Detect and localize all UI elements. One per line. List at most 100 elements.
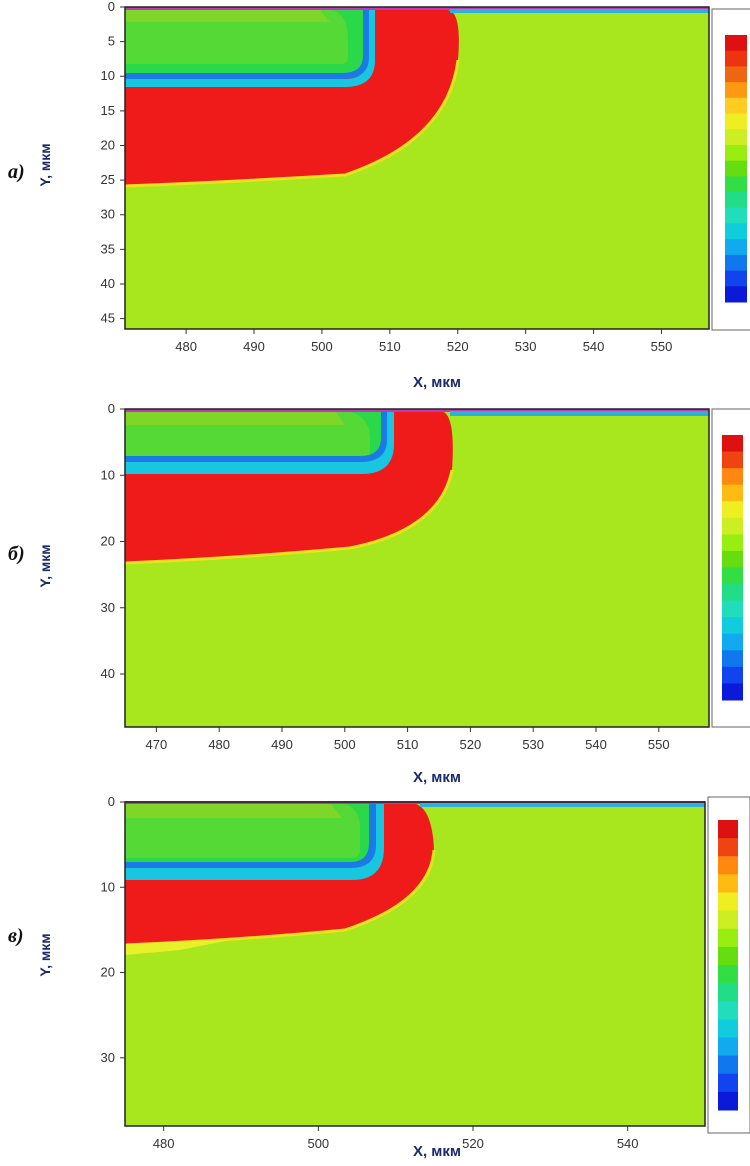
panel-a: а) Y, мкм X, мкм 480 490 500 510 520 530 540 55… xyxy=(8,0,750,391)
legend-swatch xyxy=(722,650,743,668)
panel-c: в) Y, мкм X, мкм 480 500 520 540 0 10 20 30 xyxy=(8,794,750,1160)
x-tick-label: 470 xyxy=(146,737,168,752)
legend-swatch xyxy=(718,1019,738,1038)
y-tick-label: 10 xyxy=(101,68,115,83)
legend-swatch xyxy=(725,239,747,256)
x-axis-label: X, мкм xyxy=(413,1143,461,1160)
y-tick-label: 20 xyxy=(101,534,115,549)
legend-swatch xyxy=(718,892,738,912)
x-tick-label: 540 xyxy=(585,737,607,752)
x-tick-label: 530 xyxy=(522,737,544,752)
x-tick-label: 520 xyxy=(462,1136,484,1151)
legend-swatch xyxy=(725,129,747,146)
y-axis-label: Y, мкм xyxy=(37,933,53,976)
legend-swatch xyxy=(722,451,743,469)
x-tick-label: 520 xyxy=(460,737,482,752)
legend-swatch xyxy=(725,66,747,83)
x-tick-label: 480 xyxy=(153,1136,175,1151)
legend-swatch xyxy=(722,633,743,651)
legend-swatch xyxy=(725,113,747,130)
y-tick-label: 0 xyxy=(108,0,115,14)
legend-swatch xyxy=(718,874,738,893)
legend-swatch xyxy=(722,584,743,602)
y-tick-label: 30 xyxy=(101,600,115,615)
x-tick-label: 520 xyxy=(447,339,469,354)
legend-swatch xyxy=(725,82,747,99)
legend-swatch xyxy=(725,176,747,193)
y-tick-label: 35 xyxy=(101,241,115,256)
x-tick-label: 550 xyxy=(648,737,670,752)
legend-swatch xyxy=(722,534,743,552)
legend-swatch xyxy=(718,910,738,930)
legend-swatch xyxy=(722,567,743,585)
y-tick-label: 20 xyxy=(101,137,115,152)
legend-swatch xyxy=(722,517,743,535)
y-ticks: 0 5 10 15 20 25 30 35 40 45 xyxy=(101,0,125,326)
x-tick-label: 490 xyxy=(271,737,293,752)
legend-swatch xyxy=(725,50,747,67)
x-ticks: 470 480 490 500 510 520 530 540 550 xyxy=(146,727,670,752)
x-tick-label: 540 xyxy=(617,1136,639,1151)
color-legend xyxy=(707,796,750,1134)
y-ticks: 0 10 20 30 40 xyxy=(101,401,125,681)
y-tick-label: 15 xyxy=(101,103,115,118)
legend-swatch xyxy=(718,1001,738,1020)
color-legend xyxy=(711,408,750,728)
x-axis-label: X, мкм xyxy=(413,374,461,391)
y-axis-label: Y, мкм xyxy=(37,143,53,186)
legend-swatch xyxy=(718,1055,738,1075)
x-ticks: 480 500 520 540 xyxy=(153,1126,639,1151)
y-tick-label: 40 xyxy=(101,666,115,681)
legend-swatch xyxy=(722,435,743,453)
legend-swatch xyxy=(725,35,747,52)
legend-swatch xyxy=(718,1073,738,1093)
legend-swatch xyxy=(718,928,738,948)
legend-swatch xyxy=(718,1037,738,1057)
plot-area xyxy=(124,408,710,728)
panel-label: в) xyxy=(8,925,24,947)
x-tick-label: 530 xyxy=(515,339,537,354)
legend-swatch xyxy=(725,270,747,287)
x-tick-label: 550 xyxy=(651,339,673,354)
y-tick-label: 25 xyxy=(101,172,115,187)
plot-area xyxy=(124,6,710,330)
legend-swatch xyxy=(722,501,743,519)
legend-swatch xyxy=(722,550,743,568)
x-tick-label: 500 xyxy=(307,1136,329,1151)
y-ticks: 0 10 20 30 xyxy=(101,794,125,1065)
legend-swatch xyxy=(722,683,743,701)
legend-swatch xyxy=(725,160,747,177)
legend-swatch xyxy=(722,666,743,684)
y-tick-label: 10 xyxy=(101,467,115,482)
x-tick-label: 510 xyxy=(379,339,401,354)
legend-swatch xyxy=(718,965,738,984)
x-axis-label: X, мкм xyxy=(413,769,461,786)
x-ticks: 480 490 500 510 520 530 540 550 xyxy=(175,329,672,354)
y-tick-label: 45 xyxy=(101,311,115,326)
legend-swatch xyxy=(725,192,747,209)
x-tick-label: 540 xyxy=(583,339,605,354)
y-tick-label: 0 xyxy=(108,401,115,416)
y-axis-label: Y, мкм xyxy=(37,544,53,587)
panel-label: б) xyxy=(8,543,25,565)
x-tick-label: 500 xyxy=(311,339,333,354)
legend-swatch xyxy=(725,286,747,303)
y-tick-label: 20 xyxy=(101,965,115,980)
legend-swatch xyxy=(718,838,738,857)
legend-swatch xyxy=(718,820,738,839)
y-tick-label: 5 xyxy=(108,34,115,49)
y-tick-label: 0 xyxy=(108,794,115,809)
legend-swatch xyxy=(722,468,743,486)
y-tick-label: 30 xyxy=(101,1050,115,1065)
x-tick-label: 480 xyxy=(208,737,230,752)
x-tick-label: 500 xyxy=(334,737,356,752)
legend-swatch xyxy=(725,254,747,272)
legend-swatch xyxy=(722,484,743,502)
legend-swatch xyxy=(718,946,738,966)
y-tick-label: 40 xyxy=(101,276,115,291)
color-legend xyxy=(711,8,750,331)
x-tick-label: 480 xyxy=(175,339,197,354)
panel-label: а) xyxy=(8,161,25,183)
legend-swatch xyxy=(718,856,738,875)
